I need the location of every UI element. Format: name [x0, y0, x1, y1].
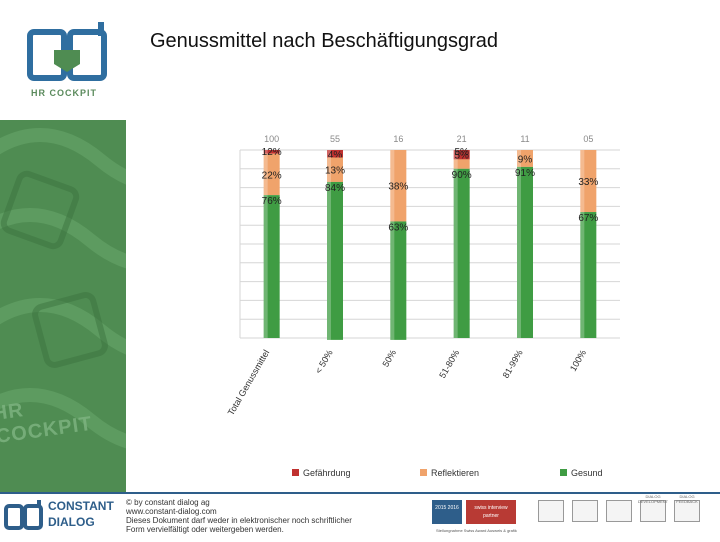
- bar-highlight: [327, 157, 331, 182]
- bar-highlight: [453, 168, 458, 338]
- legend-label: Reflektieren: [431, 468, 479, 478]
- bar-highlight: [327, 150, 331, 158]
- brand-line-2: DIALOG: [48, 515, 95, 529]
- data-label: 76%: [262, 196, 282, 207]
- copyright-text: © by constant dialog ag: [126, 498, 210, 507]
- data-label: 38%: [388, 182, 408, 193]
- count-label: 100: [264, 134, 279, 144]
- logo-text: HR COCKPIT: [31, 88, 97, 98]
- bar-highlight: [263, 195, 268, 338]
- bar-highlight: [390, 150, 395, 222]
- data-label: 90%: [452, 170, 472, 181]
- bar-segment-gefährdung: [263, 150, 280, 154]
- bar-segment-gesund: [327, 181, 343, 340]
- data-label: 84%: [325, 183, 345, 194]
- data-label: 33%: [578, 177, 598, 188]
- legend-swatch: [292, 469, 299, 476]
- product-label-4: DIALOG DEVELOPMENT: [637, 494, 669, 504]
- data-label-top: 5%: [454, 147, 469, 158]
- bar-segment-reflektieren: [580, 150, 597, 213]
- data-label: 5%: [454, 151, 469, 162]
- product-icon-1[interactable]: [538, 500, 564, 522]
- bar-segment-gesund: [263, 195, 280, 338]
- sidebar-decoration: HR COCKPIT: [0, 120, 126, 492]
- bar-segment-reflektieren: [390, 150, 407, 222]
- bar-segment-gesund: [453, 168, 470, 338]
- data-label: 91%: [515, 168, 535, 179]
- constant-dialog-logo: [4, 500, 44, 539]
- bar-highlight: [517, 150, 521, 167]
- bar-highlight: [453, 150, 458, 160]
- badge-captions: Stellungnahme Swiss Award Ausweis & graf…: [436, 528, 517, 533]
- product-label-5: DIALOG FEEDBACK: [676, 494, 698, 504]
- count-label: 16: [393, 134, 403, 144]
- bar-highlight: [453, 159, 458, 169]
- data-label: 63%: [388, 222, 408, 233]
- product-icon-4[interactable]: [640, 500, 666, 522]
- category-label: 100%: [568, 348, 588, 373]
- bar-segment-gefährdung: [453, 150, 470, 160]
- footer: CONSTANT DIALOG © by constant dialog ag …: [0, 492, 720, 542]
- data-label: 22%: [262, 170, 282, 181]
- bar-segment-gefährdung: [327, 150, 343, 158]
- bar-highlight: [580, 150, 585, 213]
- footer-brand: CONSTANT DIALOG: [48, 500, 114, 528]
- notice-line-1: Dieses Dokument darf weder in elektronis…: [126, 516, 352, 525]
- category-label: < 50%: [313, 348, 335, 375]
- bar-segment-reflektieren: [517, 150, 533, 167]
- bar-highlight: [517, 166, 521, 338]
- bar-highlight: [263, 153, 268, 196]
- data-label: 4%: [328, 150, 343, 161]
- bar-highlight: [263, 150, 268, 154]
- bar-segment-reflektieren: [453, 159, 470, 169]
- brand-line-1: CONSTANT: [48, 499, 114, 513]
- notice-line-2: Form vervielfältigt oder weitergeben wer…: [126, 525, 284, 534]
- category-label: Total Genussmittel: [226, 348, 272, 417]
- count-label: 55: [330, 134, 340, 144]
- bar-segment-reflektieren: [327, 157, 343, 182]
- category-label: 51-80%: [437, 348, 461, 380]
- page-title: Genussmittel nach Beschäftigungsgrad: [150, 30, 498, 52]
- data-label: 67%: [578, 213, 598, 224]
- category-label: 50%: [380, 348, 398, 369]
- product-icon-3[interactable]: [606, 500, 632, 522]
- bar-segment-gesund: [580, 212, 597, 338]
- product-icon-2[interactable]: [572, 500, 598, 522]
- footer-copyright-block: © by constant dialog ag www.constant-dia…: [126, 498, 386, 534]
- bar-segment-gesund: [517, 166, 533, 338]
- count-label: 21: [457, 134, 467, 144]
- footer-url[interactable]: www.constant-dialog.com: [126, 507, 217, 516]
- bar-highlight: [327, 181, 331, 340]
- count-label: 11: [520, 134, 529, 144]
- stacked-bar-chart: 100 22% 76% 12% Total Genussmittel 55 4% 13% 84%…: [226, 134, 620, 478]
- award-badge-1: 2015 2016: [432, 500, 462, 524]
- legend-label: Gesund: [571, 468, 603, 478]
- bar-highlight: [390, 221, 395, 340]
- legend-label: Gefährdung: [303, 468, 351, 478]
- legend-swatch: [420, 469, 427, 476]
- bar-segment-gesund: [390, 221, 407, 340]
- category-label: 81-99%: [501, 348, 525, 380]
- data-label: 9%: [518, 154, 533, 165]
- legend-swatch: [560, 469, 567, 476]
- count-label: 05: [583, 134, 593, 144]
- hr-cockpit-logo: [22, 22, 112, 102]
- bar-highlight: [580, 212, 585, 338]
- bar-segment-reflektieren: [263, 153, 280, 196]
- award-badge-2: swiss interview partner: [466, 500, 516, 524]
- product-icon-5[interactable]: [674, 500, 700, 522]
- data-label: 13%: [325, 166, 345, 177]
- sidebar-pattern: [0, 128, 126, 449]
- data-label-top: 12%: [262, 147, 282, 158]
